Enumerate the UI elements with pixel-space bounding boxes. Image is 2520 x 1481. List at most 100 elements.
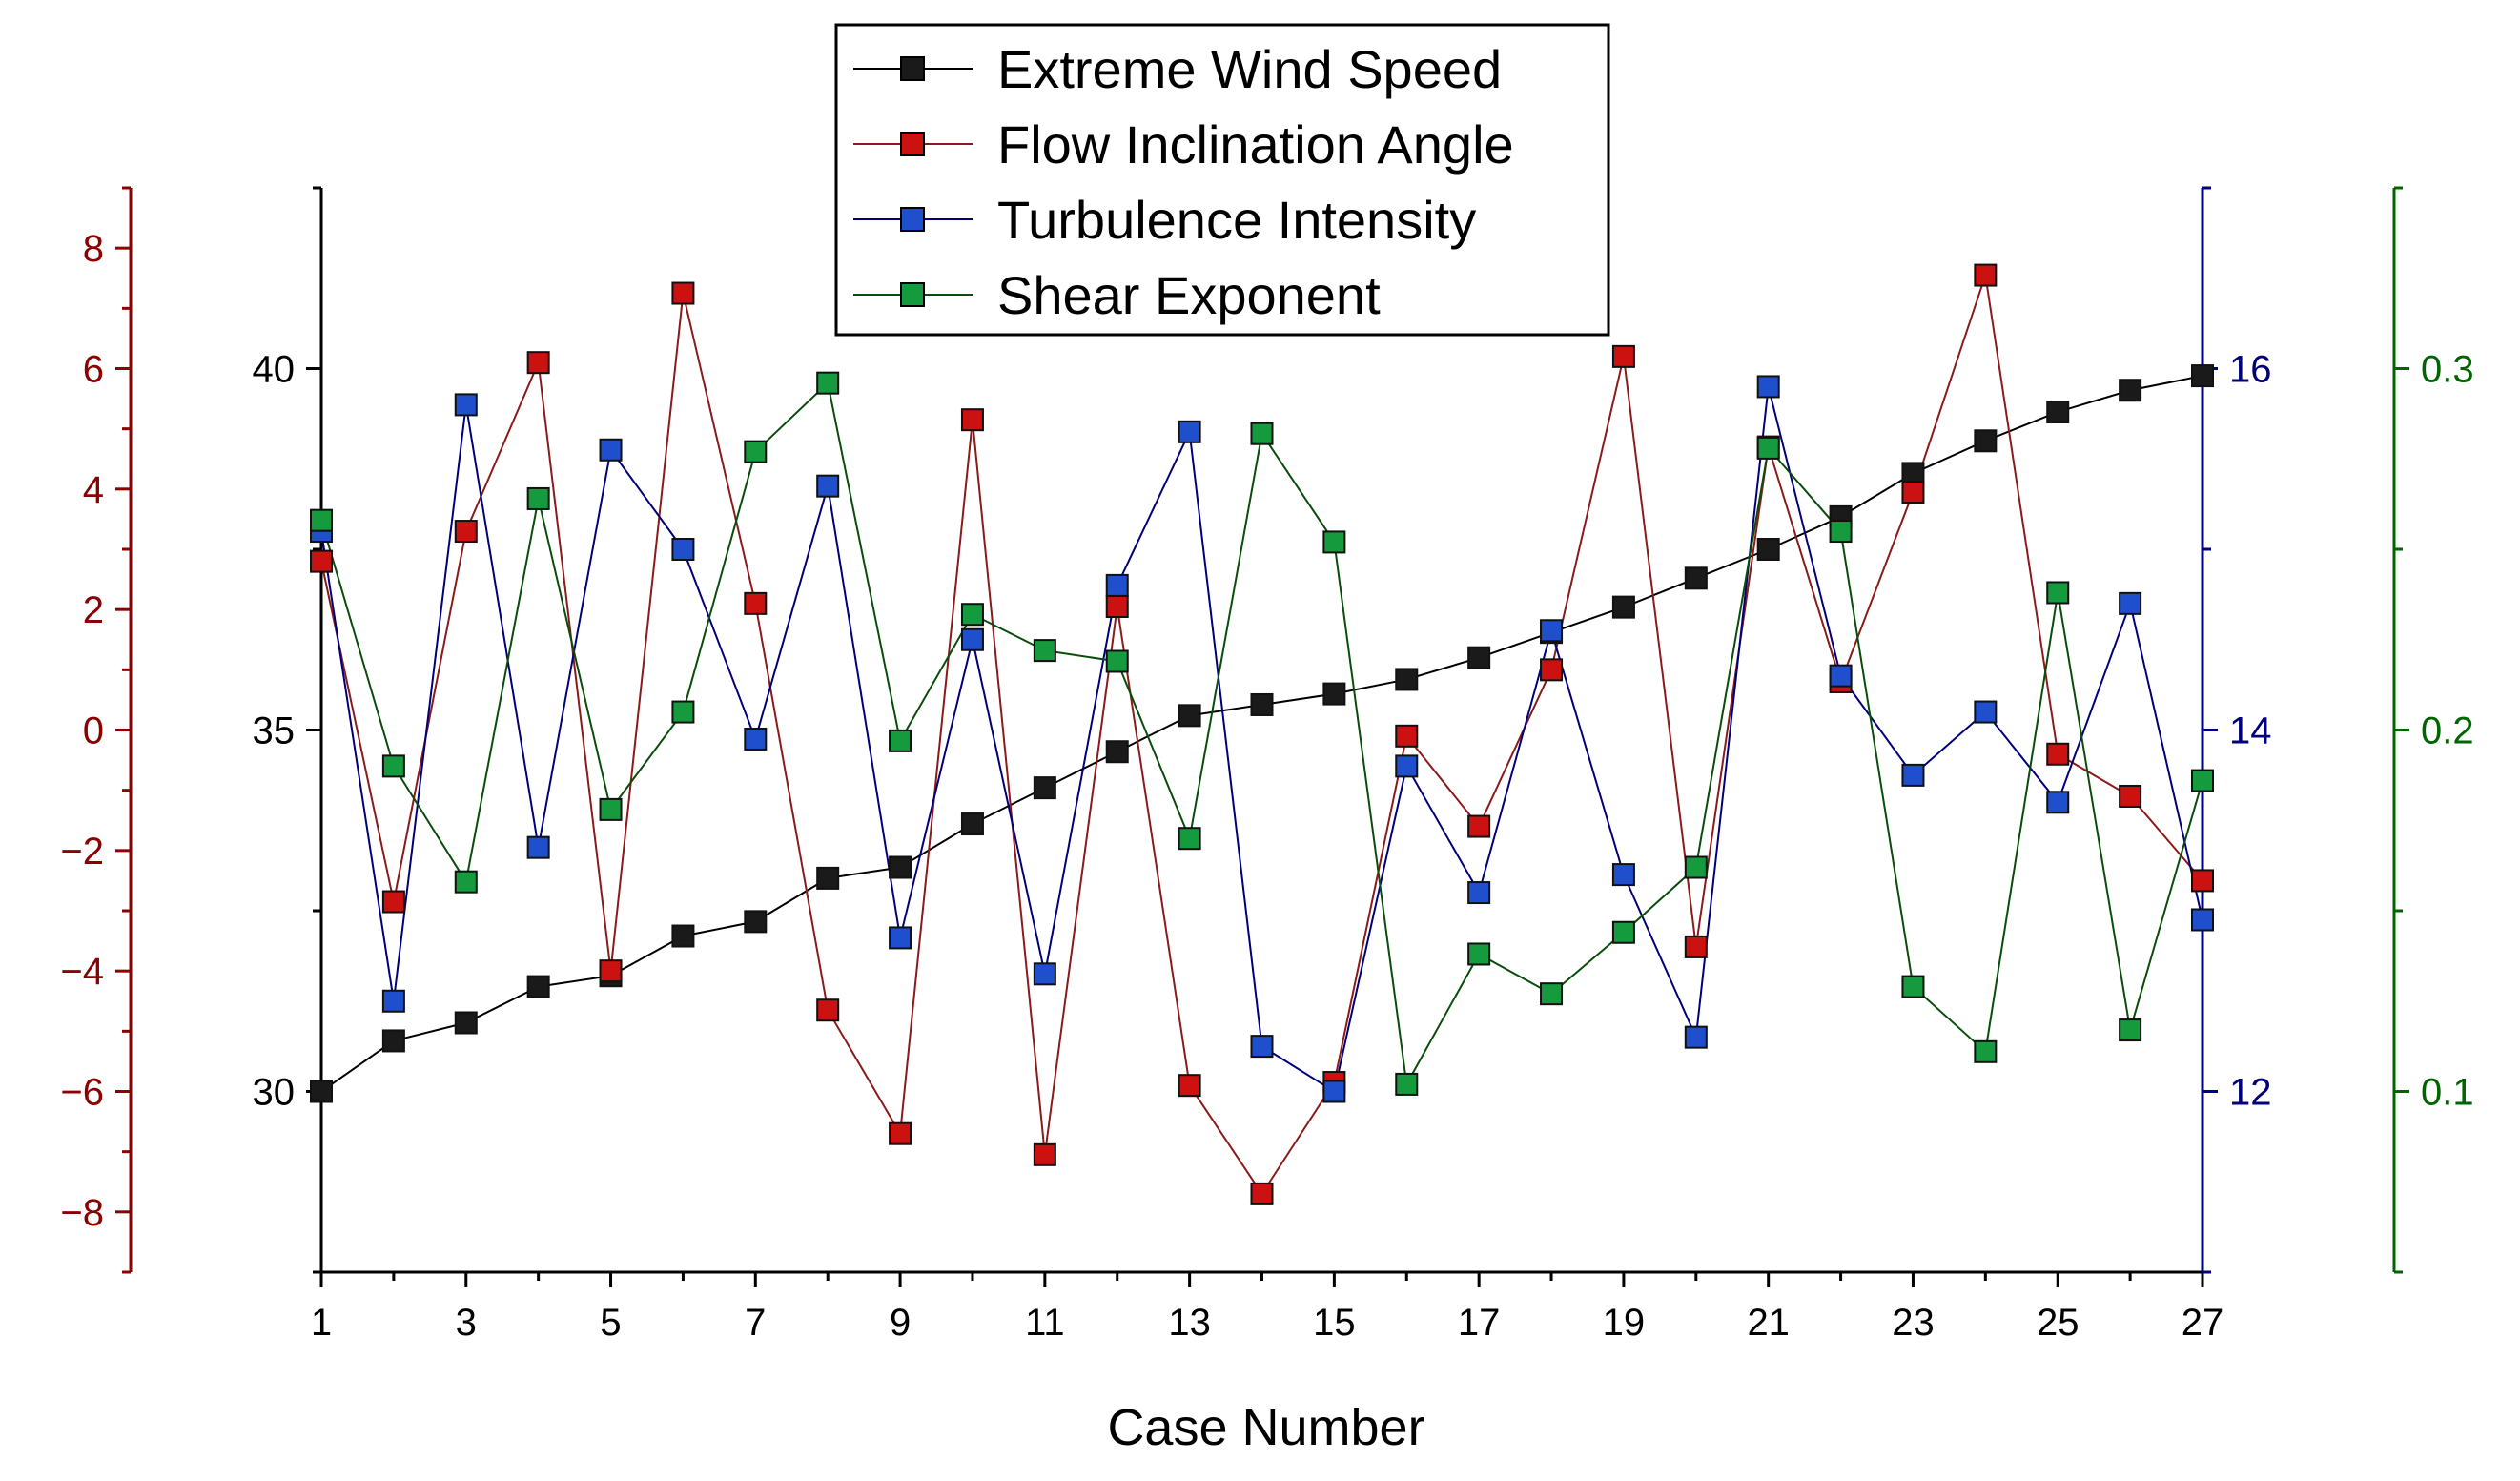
- data-point-turbulence-intensity: [2119, 591, 2142, 615]
- data-point-shear-exponent: [599, 797, 623, 821]
- data-point-turbulence-intensity: [526, 835, 550, 859]
- y-tick-label-navy: 16: [2229, 349, 2272, 391]
- data-point-shear-exponent: [2046, 581, 2070, 605]
- data-point-turbulence-intensity: [1322, 1080, 1346, 1103]
- data-point-extreme-wind-speed: [1250, 692, 1274, 716]
- legend-label-flow-inclination-angle: Flow Inclination Angle: [997, 114, 1514, 175]
- data-point-turbulence-intensity: [1974, 700, 1998, 724]
- data-point-extreme-wind-speed: [1756, 538, 1780, 561]
- data-point-shear-exponent: [1178, 827, 1201, 851]
- x-tick-label: 25: [2037, 1302, 2080, 1344]
- data-point-shear-exponent: [1901, 975, 1925, 998]
- data-point-flow-inclination-angle: [454, 520, 478, 544]
- legend-label-extreme-wind-speed: Extreme Wind Speed: [997, 39, 1502, 99]
- y-tick-label-red: −4: [60, 951, 104, 993]
- x-tick-label: 7: [745, 1302, 766, 1344]
- data-point-flow-inclination-angle: [2046, 742, 2070, 766]
- x-tick-label: 19: [1603, 1302, 1646, 1344]
- y-tick-label-red: −6: [60, 1072, 104, 1114]
- data-point-flow-inclination-angle: [889, 1121, 912, 1145]
- plot-area: [310, 263, 2214, 1205]
- data-point-shear-exponent: [1467, 942, 1491, 966]
- data-point-turbulence-intensity: [1105, 573, 1129, 597]
- data-point-extreme-wind-speed: [960, 812, 984, 836]
- y-tick-label-green: 0.3: [2421, 349, 2474, 391]
- data-point-shear-exponent: [2191, 769, 2214, 792]
- data-point-shear-exponent: [1105, 649, 1129, 673]
- x-tick-label: 5: [600, 1302, 621, 1344]
- data-point-turbulence-intensity: [1540, 619, 1564, 643]
- data-point-flow-inclination-angle: [1611, 344, 1635, 368]
- legend: Extreme Wind Speed Flow Inclination Angl…: [834, 23, 1610, 337]
- data-point-shear-exponent: [960, 603, 984, 627]
- axes-layer: 1 3 5 7 9 11 13 15 17 19 21 23 25 27303540−8−6−4−2024…: [60, 186, 2474, 1344]
- data-point-turbulence-intensity: [889, 926, 912, 950]
- data-point-shear-exponent: [1756, 436, 1780, 460]
- data-point-flow-inclination-angle: [816, 998, 840, 1022]
- legend-box: [834, 23, 1610, 337]
- data-point-shear-exponent: [1250, 422, 1274, 445]
- data-point-flow-inclination-angle: [526, 351, 550, 375]
- data-point-extreme-wind-speed: [2046, 400, 2070, 423]
- data-point-extreme-wind-speed: [454, 1011, 478, 1035]
- data-point-flow-inclination-angle: [1250, 1182, 1274, 1205]
- data-point-turbulence-intensity: [381, 989, 405, 1013]
- data-point-flow-inclination-angle: [381, 890, 405, 914]
- data-point-turbulence-intensity: [1395, 754, 1419, 778]
- data-point-extreme-wind-speed: [1178, 704, 1201, 728]
- data-point-extreme-wind-speed: [816, 866, 840, 890]
- data-point-extreme-wind-speed: [1033, 776, 1056, 800]
- data-point-shear-exponent: [310, 508, 333, 532]
- data-point-extreme-wind-speed: [1322, 682, 1346, 706]
- y-tick-label-red: −8: [60, 1192, 104, 1234]
- data-point-flow-inclination-angle: [1467, 814, 1491, 838]
- data-point-shear-exponent: [1684, 855, 1708, 879]
- data-point-turbulence-intensity: [1684, 1025, 1708, 1049]
- data-point-shear-exponent: [1322, 530, 1346, 554]
- y-tick-label-navy: 12: [2229, 1072, 2272, 1114]
- legend-label-shear-exponent: Shear Exponent: [997, 265, 1381, 325]
- x-tick-label: 11: [1025, 1302, 1065, 1344]
- legend-marker-flow-inclination-angle: [900, 132, 925, 156]
- data-point-flow-inclination-angle: [2191, 869, 2214, 893]
- data-point-flow-inclination-angle: [1974, 263, 1998, 287]
- data-point-turbulence-intensity: [1250, 1035, 1274, 1059]
- data-point-turbulence-intensity: [671, 538, 695, 561]
- x-tick-label: 15: [1313, 1302, 1356, 1344]
- x-tick-label: 23: [1892, 1302, 1935, 1344]
- data-point-turbulence-intensity: [2046, 791, 2070, 814]
- data-point-shear-exponent: [526, 486, 550, 510]
- legend-label-turbulence-intensity: Turbulence Intensity: [997, 190, 1476, 250]
- x-tick-label: 21: [1747, 1302, 1790, 1344]
- y-tick-label-black: 40: [253, 349, 296, 391]
- data-point-turbulence-intensity: [599, 438, 623, 462]
- data-point-shear-exponent: [2119, 1018, 2142, 1042]
- legend-marker-turbulence-intensity: [900, 207, 925, 232]
- data-point-shear-exponent: [816, 371, 840, 395]
- data-point-flow-inclination-angle: [1901, 480, 1925, 504]
- data-point-extreme-wind-speed: [2191, 364, 2214, 388]
- data-point-flow-inclination-angle: [744, 591, 768, 615]
- x-tick-label: 27: [2182, 1302, 2224, 1344]
- y-tick-label-black: 35: [253, 710, 296, 752]
- data-point-turbulence-intensity: [1901, 763, 1925, 787]
- data-point-extreme-wind-speed: [889, 855, 912, 879]
- y-tick-label-black: 30: [253, 1072, 296, 1114]
- y-tick-label-red: 2: [83, 589, 104, 631]
- data-point-flow-inclination-angle: [1395, 724, 1419, 748]
- data-point-extreme-wind-speed: [671, 924, 695, 948]
- data-point-turbulence-intensity: [1467, 881, 1491, 905]
- data-point-turbulence-intensity: [1611, 863, 1635, 887]
- data-point-extreme-wind-speed: [381, 1029, 405, 1053]
- legend-marker-extreme-wind-speed: [900, 56, 925, 81]
- data-point-shear-exponent: [744, 440, 768, 463]
- y-tick-label-green: 0.1: [2421, 1072, 2474, 1114]
- data-point-extreme-wind-speed: [744, 910, 768, 934]
- data-point-shear-exponent: [381, 754, 405, 778]
- data-point-extreme-wind-speed: [1684, 566, 1708, 590]
- data-point-flow-inclination-angle: [1033, 1142, 1056, 1166]
- data-point-turbulence-intensity: [816, 474, 840, 498]
- data-point-turbulence-intensity: [960, 627, 984, 651]
- data-point-extreme-wind-speed: [1974, 429, 1998, 453]
